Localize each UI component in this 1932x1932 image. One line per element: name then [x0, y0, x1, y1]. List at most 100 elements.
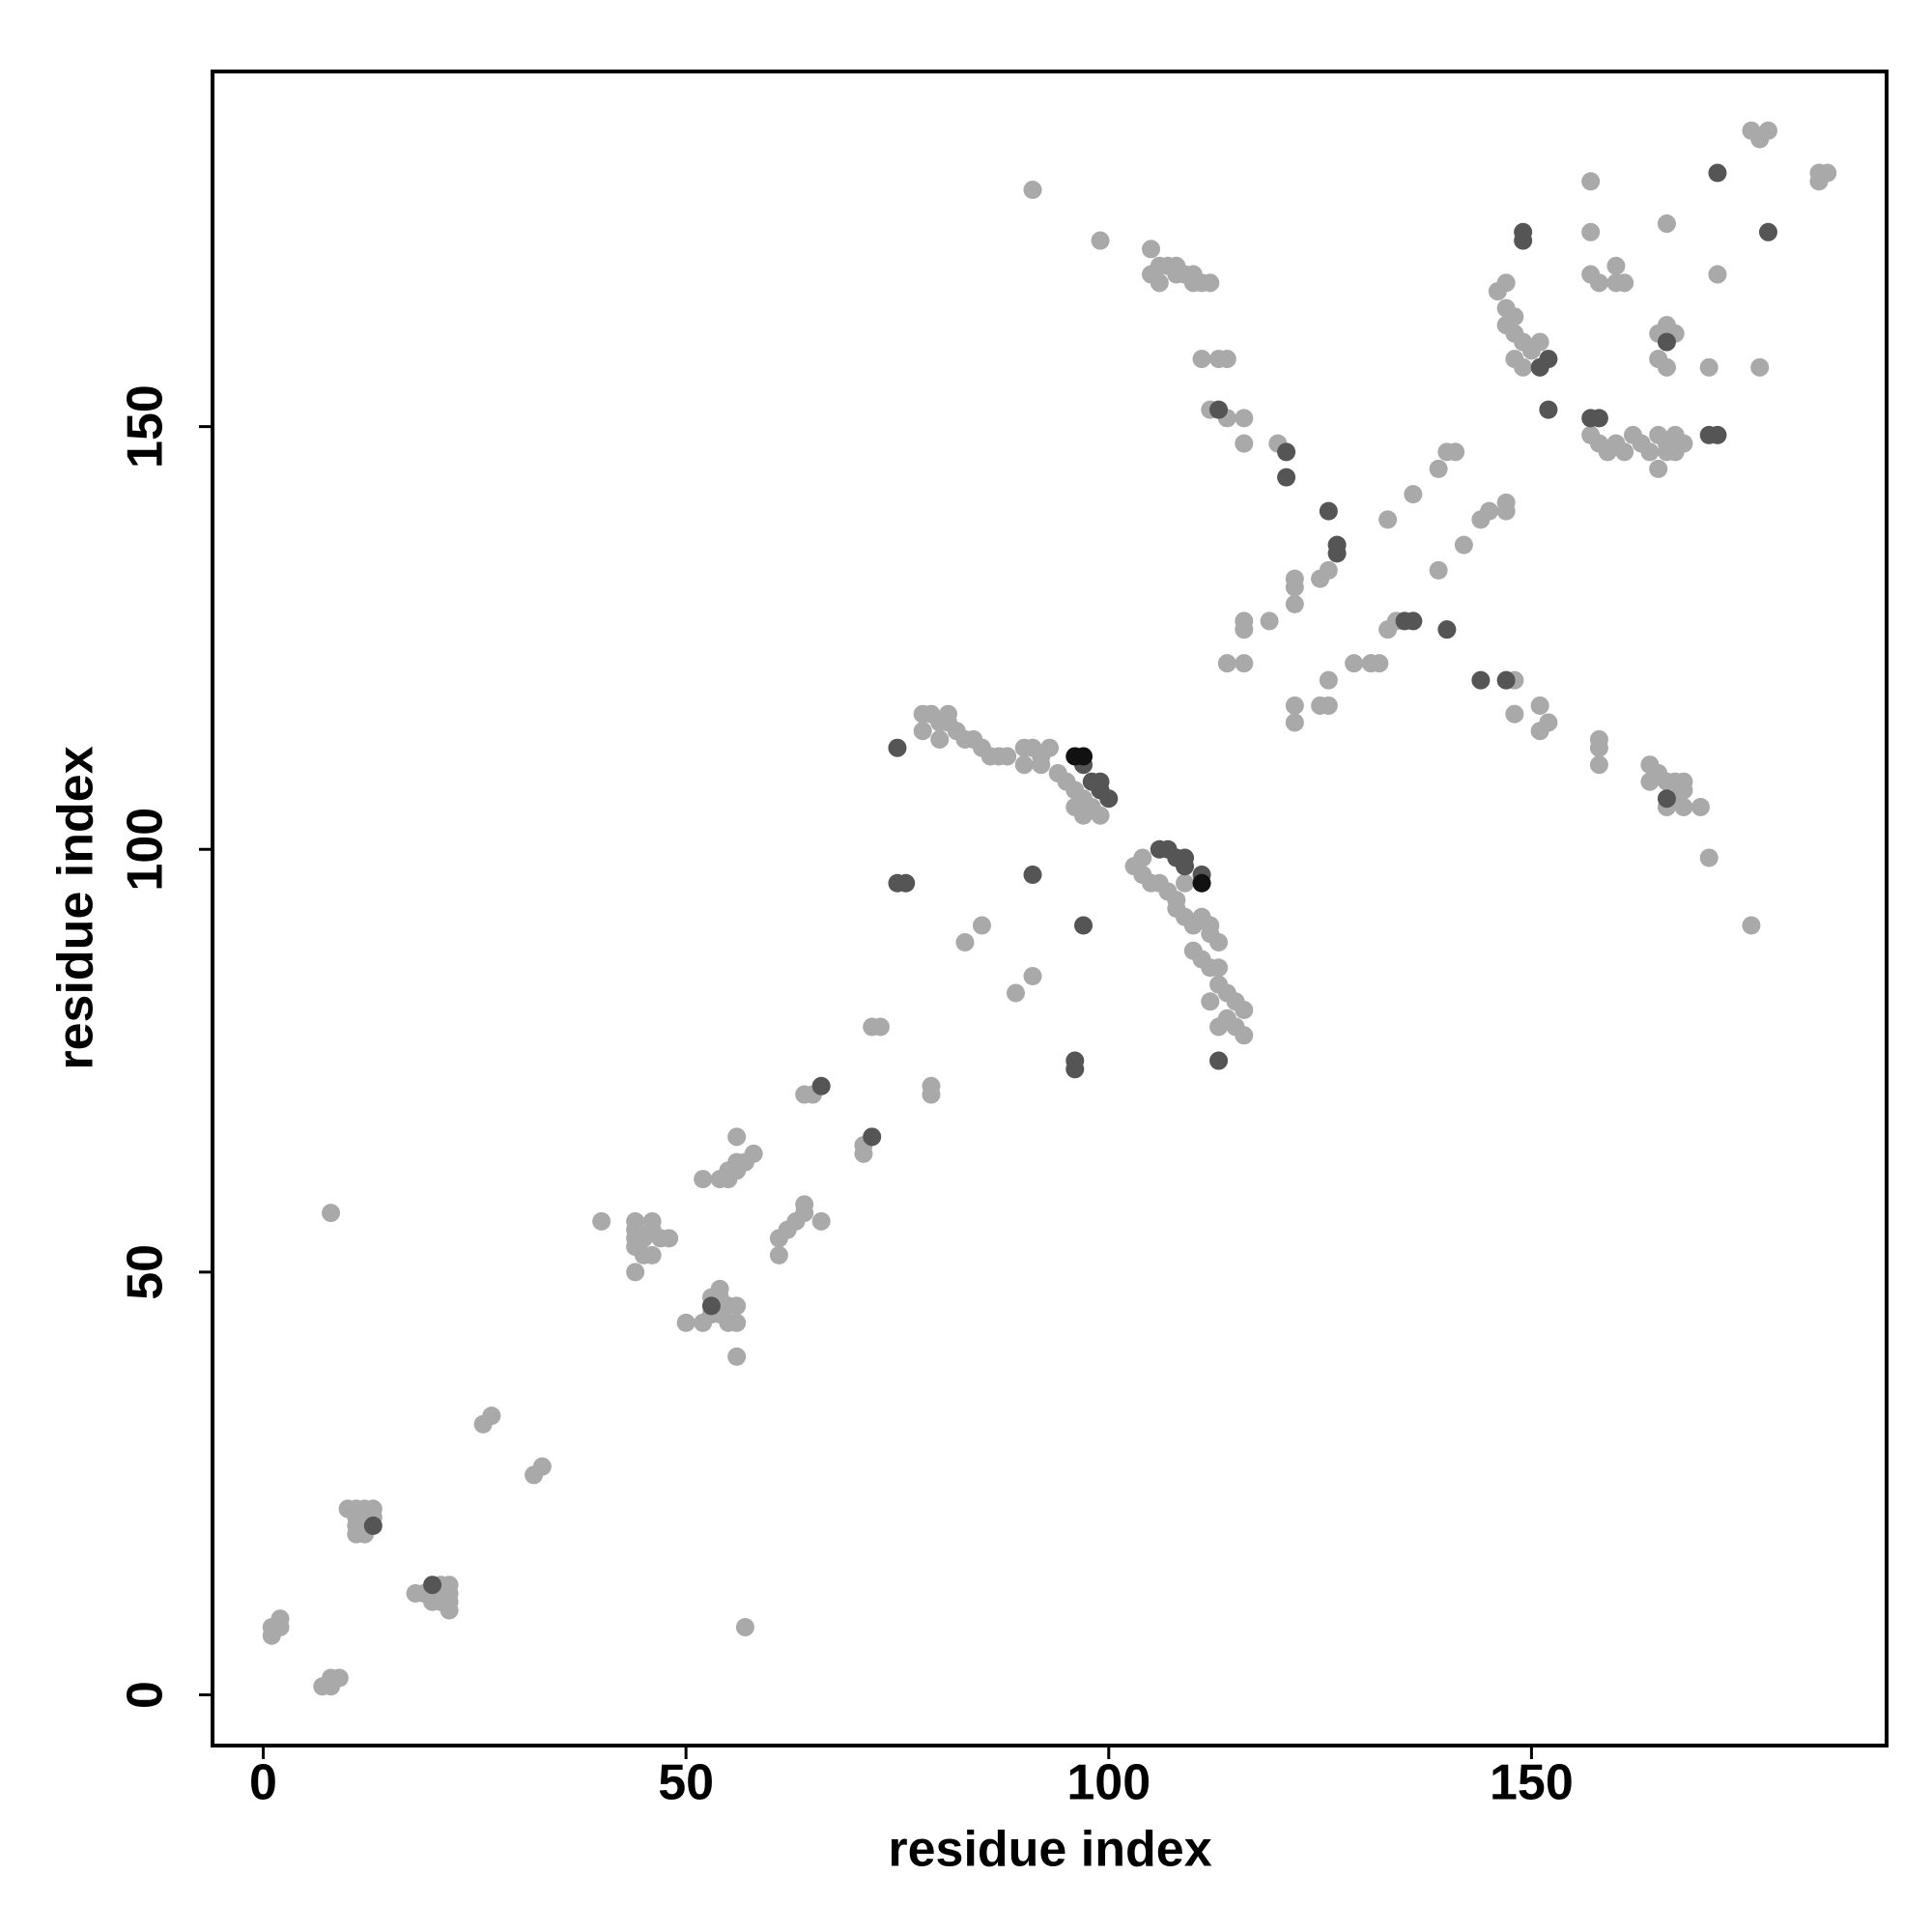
point: [955, 933, 975, 952]
point: [1505, 704, 1524, 724]
point: [1818, 163, 1837, 183]
point: [1404, 485, 1423, 504]
point: [972, 916, 991, 935]
point: [423, 1576, 442, 1595]
point: [1758, 222, 1777, 242]
point: [922, 1085, 941, 1104]
point: [1530, 722, 1549, 741]
point: [1606, 256, 1626, 275]
point: [1142, 240, 1161, 259]
point: [1471, 670, 1491, 690]
point: [1437, 620, 1457, 639]
point: [1589, 738, 1608, 757]
point: [347, 1524, 366, 1544]
point: [1742, 916, 1761, 935]
point: [676, 1313, 696, 1332]
point: [1327, 544, 1347, 563]
point: [1640, 442, 1660, 462]
point: [1040, 738, 1059, 757]
point: [1699, 425, 1719, 444]
point: [1074, 916, 1094, 935]
point: [1192, 873, 1211, 893]
point: [1514, 231, 1533, 250]
point: [1530, 696, 1549, 715]
point: [1133, 848, 1152, 867]
point: [710, 1279, 729, 1298]
point: [1023, 181, 1042, 200]
point: [270, 1609, 290, 1629]
point: [727, 1296, 747, 1316]
point: [1192, 350, 1211, 369]
point: [727, 1313, 747, 1332]
point: [1514, 357, 1533, 377]
point: [811, 1076, 831, 1095]
point: [1615, 442, 1634, 462]
point: [1091, 772, 1110, 791]
point: [1235, 1026, 1254, 1045]
point: [1201, 273, 1220, 293]
point: [1429, 459, 1448, 478]
point: [1032, 755, 1051, 775]
point: [1074, 806, 1094, 825]
point: [329, 1668, 349, 1688]
point: [1209, 1051, 1229, 1070]
point: [592, 1211, 611, 1231]
plot-area: [262, 121, 1837, 1696]
point: [1496, 493, 1516, 512]
point: [1674, 434, 1693, 453]
point: [363, 1516, 383, 1535]
point: [896, 873, 916, 893]
point: [1183, 265, 1203, 284]
point: [660, 1229, 679, 1248]
point: [1074, 747, 1094, 766]
point: [1496, 273, 1516, 293]
point: [1235, 409, 1254, 428]
point: [930, 729, 950, 749]
point: [1099, 789, 1119, 809]
y-tick-label: 0: [118, 1681, 174, 1709]
point: [1285, 713, 1304, 732]
point: [1091, 806, 1110, 825]
point: [938, 704, 957, 724]
point: [1589, 273, 1608, 293]
point: [1023, 967, 1042, 986]
point: [795, 1195, 814, 1214]
point: [482, 1406, 501, 1426]
point: [1217, 350, 1236, 369]
point: [1758, 121, 1777, 140]
point: [1699, 848, 1719, 867]
point: [1446, 442, 1465, 462]
point: [1209, 958, 1229, 978]
point: [1750, 357, 1770, 377]
point: [1176, 873, 1195, 893]
point: [1209, 400, 1229, 419]
point: [701, 1296, 721, 1316]
point: [1345, 654, 1364, 673]
point: [1319, 696, 1338, 715]
point: [1539, 400, 1558, 419]
point: [913, 722, 932, 741]
point: [1319, 560, 1338, 580]
point: [1657, 357, 1676, 377]
y-tick-label: 50: [118, 1244, 174, 1300]
x-tick-label: 150: [1490, 1755, 1574, 1811]
point: [1209, 933, 1229, 952]
point: [440, 1601, 459, 1620]
point: [1217, 654, 1236, 673]
point: [1235, 620, 1254, 639]
point: [769, 1245, 788, 1264]
point: [1150, 273, 1169, 293]
point: [1235, 1001, 1254, 1020]
point: [1708, 265, 1727, 284]
point: [1319, 670, 1338, 690]
point: [1285, 578, 1304, 597]
point: [1065, 1060, 1085, 1079]
point: [1023, 865, 1042, 884]
point: [1260, 611, 1279, 631]
point: [626, 1263, 645, 1282]
point: [1370, 654, 1389, 673]
point: [1699, 357, 1719, 377]
point: [1014, 755, 1034, 775]
plot-frame: [211, 70, 1889, 1747]
